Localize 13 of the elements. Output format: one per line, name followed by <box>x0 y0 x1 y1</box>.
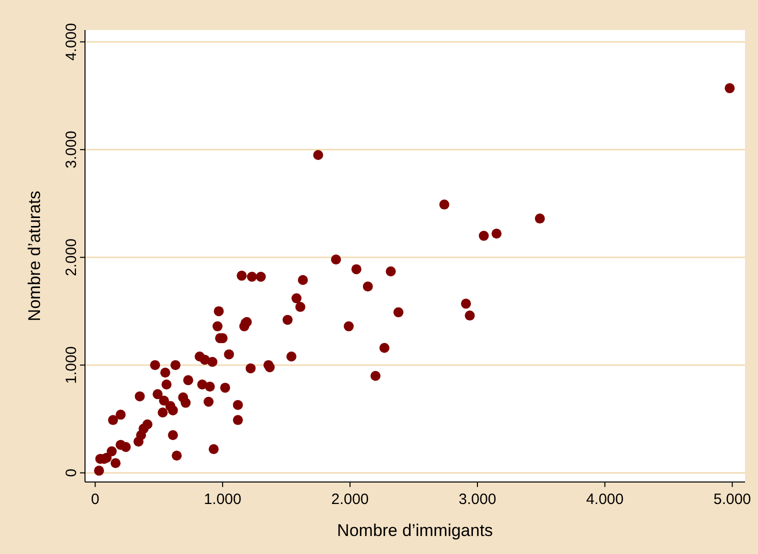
y-axis-title: Nombre d’aturats <box>25 190 44 322</box>
x-tick-label: 3.000 <box>458 491 496 508</box>
y-tick-label: 1.000 <box>63 346 80 384</box>
x-tick-label: 4.000 <box>586 491 624 508</box>
x-tick-label: 5.000 <box>713 491 752 508</box>
x-tick-label: 2.000 <box>331 491 369 508</box>
y-tick-label: 0 <box>63 468 80 478</box>
y-tick-label: 2.000 <box>63 238 80 276</box>
y-tick-label: 4.000 <box>63 23 80 61</box>
x-axis-title: Nombre d’immigants <box>337 521 493 540</box>
y-tick-label: 3.000 <box>63 130 80 168</box>
x-tick-label: 0 <box>91 491 100 508</box>
x-tick-label: 1.000 <box>204 491 242 508</box>
